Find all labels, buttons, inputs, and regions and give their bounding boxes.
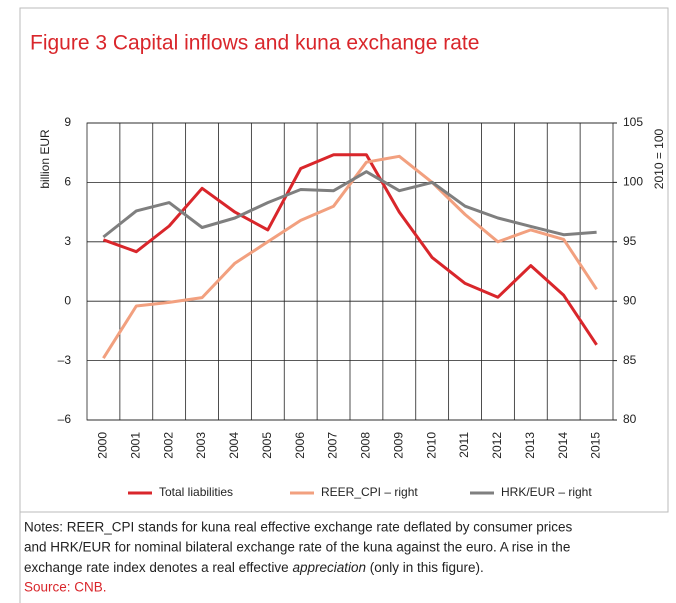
legend-label: Total liabilities: [159, 485, 233, 499]
y2-tick-label: 100: [623, 175, 643, 189]
legend-label: REER_CPI – right: [321, 485, 418, 499]
x-tick-label: 2014: [556, 432, 570, 459]
x-tick-label: 2012: [490, 432, 504, 459]
y2-axis-label: 2010 = 100: [652, 128, 666, 189]
frame: [19, 7, 669, 513]
series-line: [102, 170, 597, 239]
notes-text: (only in this figure).: [366, 560, 484, 575]
y-tick-label: –3: [58, 353, 72, 367]
x-tick-label: 2015: [589, 432, 603, 459]
y-tick-label: 9: [64, 115, 71, 129]
x-tick-label: 2009: [391, 432, 405, 459]
x-tick-label: 2007: [326, 432, 340, 459]
notes-line: Notes: REER_CPI stands for kuna real eff…: [24, 520, 573, 535]
x-tick-label: 2001: [128, 432, 142, 459]
notes-line: exchange rate index denotes a real effec…: [24, 560, 484, 575]
y2-tick-label: 105: [623, 115, 643, 129]
legend-label: HRK/EUR – right: [501, 485, 592, 499]
x-tick-label: 2013: [523, 432, 537, 459]
source: Source: CNB.: [24, 580, 107, 595]
chart-title: Figure 3 Capital inflows and kuna exchan…: [30, 32, 479, 55]
y-tick-label: –6: [58, 412, 72, 426]
x-tick-label: 2004: [227, 432, 241, 459]
series-line: [102, 154, 598, 359]
y2-tick-label: 95: [623, 234, 637, 248]
y-tick-label: 6: [64, 175, 71, 189]
x-tick-label: 2006: [293, 432, 307, 459]
notes-line: and HRK/EUR for nominal bilateral exchan…: [24, 540, 570, 555]
y-axis-label: billion EUR: [38, 129, 52, 189]
y2-tick-label: 85: [623, 353, 637, 367]
y2-tick-label: 90: [623, 293, 637, 307]
y-tick-label: 0: [64, 293, 71, 307]
x-tick-label: 2005: [260, 432, 274, 459]
y2-tick-label: 80: [623, 412, 637, 426]
x-tick-label: 2003: [194, 432, 208, 459]
x-tick-label: 2002: [161, 432, 175, 459]
x-tick-label: 2000: [96, 432, 110, 459]
x-tick-label: 2008: [359, 432, 373, 459]
x-tick-label: 2011: [457, 432, 471, 458]
notes-italic: appreciation: [292, 560, 366, 575]
y-tick-label: 3: [64, 234, 71, 248]
notes-text: exchange rate index denotes a real effec…: [24, 560, 292, 575]
x-tick-label: 2010: [424, 432, 438, 459]
series-line: [102, 153, 598, 346]
